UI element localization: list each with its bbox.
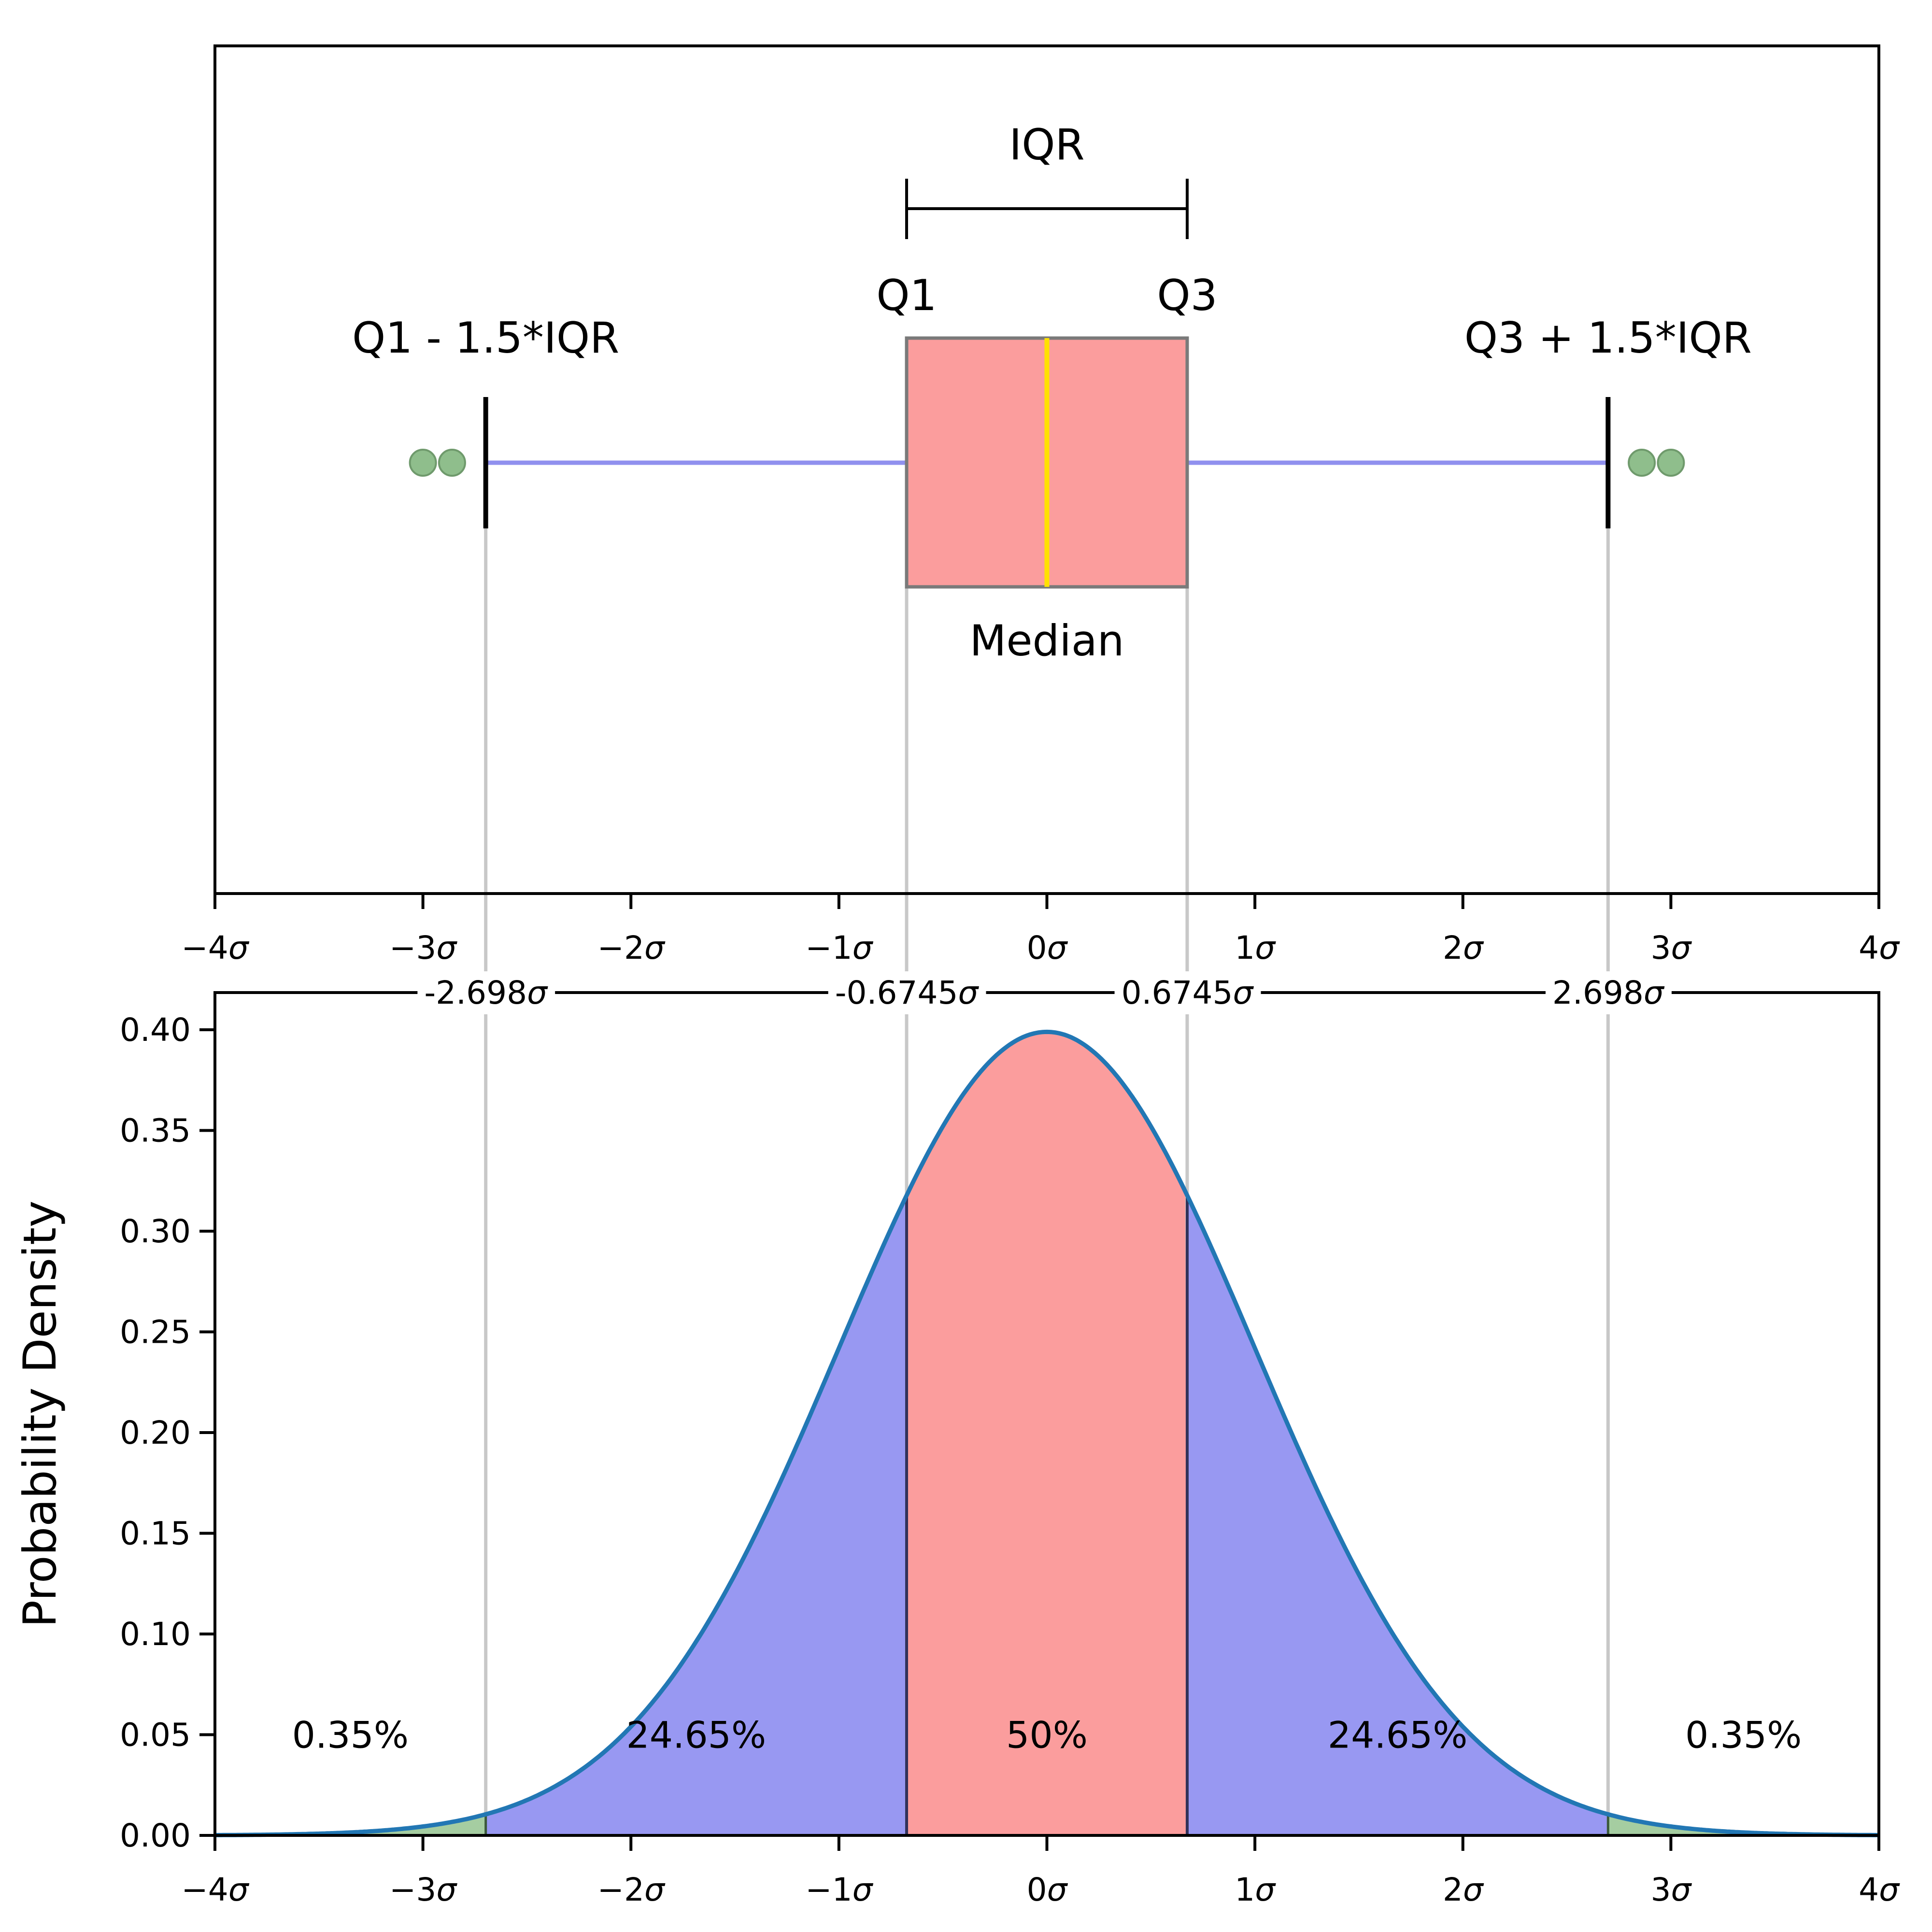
y-axis-label: Probability Density — [14, 1200, 67, 1627]
x-tick-label: 0σ — [1027, 1871, 1068, 1908]
pdf-region-fill — [485, 1197, 907, 1835]
lower-fence-label: Q1 - 1.5*IQR — [352, 313, 619, 363]
x-tick-label: 1σ — [1235, 1871, 1276, 1908]
x-tick-label: −2σ — [597, 1871, 666, 1908]
pdf-region-fill — [907, 1032, 1187, 1835]
x-tick-label: 3σ — [1650, 1871, 1692, 1908]
outlier-point — [1628, 449, 1656, 477]
region-percent-label: 24.65% — [626, 1714, 766, 1757]
y-tick-label: 0.00 — [120, 1817, 191, 1854]
y-tick-label: 0.25 — [120, 1314, 191, 1351]
pdf-region-fill — [1608, 1814, 1879, 1835]
sigma-boundary-label: -0.6745σ — [835, 974, 980, 1011]
upper-fence-label: Q3 + 1.5*IQR — [1464, 313, 1752, 363]
y-tick-label: 0.40 — [120, 1011, 191, 1049]
x-tick-label: 1σ — [1235, 929, 1276, 966]
y-tick-label: 0.10 — [120, 1616, 191, 1653]
y-tick-label: 0.15 — [120, 1515, 191, 1552]
pdf-region-fill — [215, 1814, 486, 1835]
y-tick-label: 0.35 — [120, 1112, 191, 1150]
iqr-label: IQR — [1009, 120, 1084, 170]
x-tick-label: −4σ — [181, 1871, 249, 1908]
region-percent-label: 50% — [1006, 1714, 1088, 1757]
sigma-boundary-label: 0.6745σ — [1122, 974, 1254, 1011]
x-tick-label: 0σ — [1027, 929, 1068, 966]
region-percent-label: 24.65% — [1328, 1714, 1468, 1757]
x-tick-label: −3σ — [389, 929, 457, 966]
sigma-boundary-label: 2.698σ — [1552, 974, 1665, 1011]
y-tick-label: 0.30 — [120, 1213, 191, 1250]
region-percent-label: 0.35% — [292, 1714, 409, 1757]
x-tick-label: −4σ — [181, 929, 249, 966]
outlier-point — [438, 449, 466, 477]
x-tick-label: 4σ — [1859, 1871, 1900, 1908]
x-tick-label: 3σ — [1650, 929, 1692, 966]
x-tick-label: −1σ — [805, 1871, 873, 1908]
outlier-point — [1657, 449, 1685, 477]
q3-label: Q3 — [1157, 270, 1217, 320]
x-tick-label: 2σ — [1443, 1871, 1484, 1908]
sigma-boundary-label-box — [828, 971, 986, 1014]
outlier-point — [409, 449, 437, 477]
pdf-curve — [214, 1029, 1879, 1837]
x-tick-label: 4σ — [1859, 929, 1900, 966]
pdf-region-fill — [1187, 1195, 1608, 1835]
x-tick-label: −2σ — [597, 929, 666, 966]
x-tick-label: −1σ — [805, 929, 873, 966]
median-label: Median — [969, 616, 1124, 666]
y-tick-label: 0.20 — [120, 1414, 191, 1451]
region-percent-label: 0.35% — [1685, 1714, 1802, 1757]
sigma-boundary-label-box — [417, 971, 555, 1014]
sigma-boundary-label-box — [1545, 971, 1672, 1014]
sigma-boundary-label: -2.698σ — [424, 974, 548, 1011]
sigma-boundary-label-box — [1114, 971, 1261, 1014]
x-tick-label: 2σ — [1443, 929, 1484, 966]
x-tick-label: −3σ — [389, 1871, 457, 1908]
q1-label: Q1 — [876, 270, 937, 320]
y-tick-label: 0.05 — [120, 1717, 191, 1754]
